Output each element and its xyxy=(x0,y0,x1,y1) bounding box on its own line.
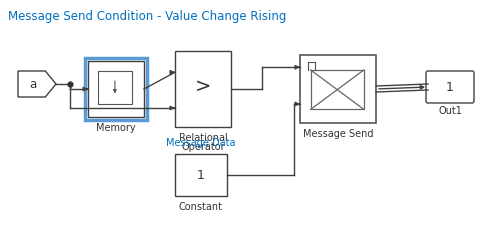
Text: Message Send: Message Send xyxy=(302,128,373,138)
Text: Relational: Relational xyxy=(178,132,227,142)
Bar xyxy=(175,52,230,128)
Text: Memory: Memory xyxy=(96,122,136,132)
Text: a: a xyxy=(29,78,36,91)
Bar xyxy=(300,56,375,123)
Text: Message Data: Message Data xyxy=(166,137,235,147)
Bar xyxy=(88,62,144,118)
Bar xyxy=(175,154,226,196)
Polygon shape xyxy=(18,72,56,97)
Bar xyxy=(98,72,131,104)
Text: Message Send Condition - Value Change Rising: Message Send Condition - Value Change Ri… xyxy=(8,10,286,23)
Text: 1: 1 xyxy=(445,81,453,94)
Bar xyxy=(310,71,363,110)
Text: 1: 1 xyxy=(197,169,204,182)
Text: Constant: Constant xyxy=(179,201,222,211)
Bar xyxy=(85,59,147,121)
Text: Out1: Out1 xyxy=(437,106,461,116)
FancyBboxPatch shape xyxy=(425,72,473,103)
Text: >: > xyxy=(194,76,211,95)
Text: Operator: Operator xyxy=(181,141,224,151)
